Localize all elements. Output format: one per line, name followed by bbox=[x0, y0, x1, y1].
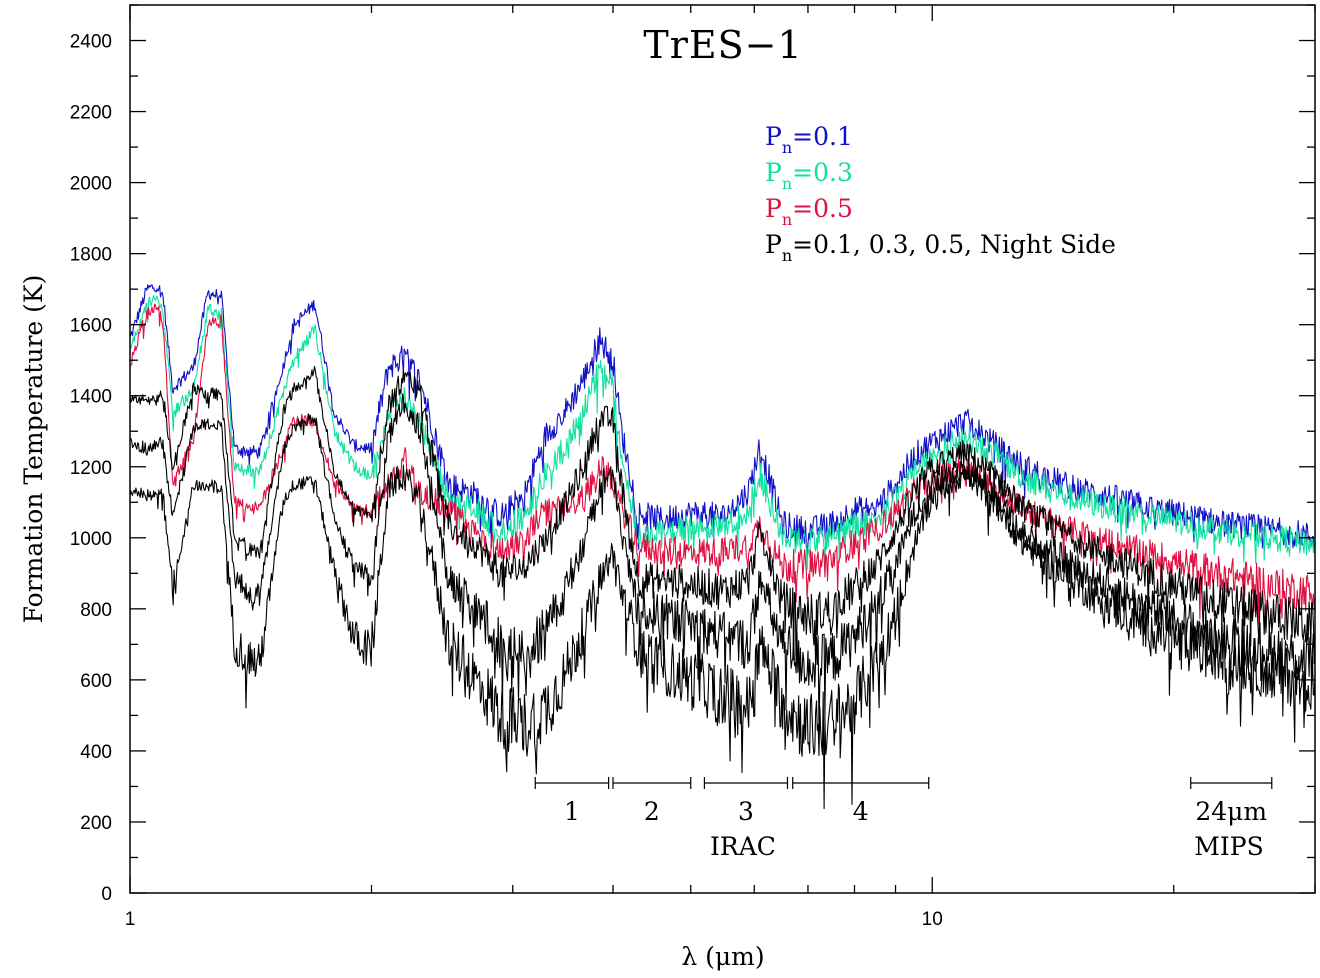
legend-entry: Pn=0.5 bbox=[765, 194, 853, 229]
legend: Pn=0.1Pn=0.3Pn=0.5Pn=0.1, 0.3, 0.5, Nigh… bbox=[765, 122, 1116, 265]
y-tick-label: 800 bbox=[80, 600, 112, 621]
y-tick-label: 200 bbox=[80, 813, 112, 834]
band-label: 4 bbox=[853, 797, 869, 826]
series-line bbox=[129, 365, 1316, 668]
y-tick-label: 2200 bbox=[70, 103, 112, 124]
series-line bbox=[129, 284, 1316, 561]
y-axis-label: Formation Temperature (K) bbox=[19, 275, 48, 624]
band-label: 2 bbox=[644, 797, 660, 826]
series-line bbox=[129, 295, 1316, 571]
legend-entry: Pn=0.1 bbox=[765, 122, 853, 157]
x-tick-label: 1 bbox=[125, 909, 136, 930]
y-tick-label: 1000 bbox=[70, 529, 112, 550]
band-label: 24μm bbox=[1195, 797, 1267, 826]
y-tick-label: 0 bbox=[101, 884, 112, 905]
y-axis: 0 200 400 600 800 1000 1200 1400 1600 1800 2000 220… bbox=[70, 4, 1315, 905]
band-label: 3 bbox=[738, 797, 754, 826]
group-label-irac: IRAC bbox=[710, 832, 776, 861]
group-label-mips: MIPS bbox=[1194, 832, 1263, 861]
y-tick-label: 2400 bbox=[70, 32, 112, 53]
series-line bbox=[129, 464, 1316, 810]
x-axis: 1 10 bbox=[125, 5, 1316, 930]
y-tick-label: 2000 bbox=[70, 174, 112, 195]
y-tick-label: 600 bbox=[80, 671, 112, 692]
series-line bbox=[129, 303, 1316, 630]
y-tick-label: 1200 bbox=[70, 458, 112, 479]
legend-entry: Pn=0.1, 0.3, 0.5, Night Side bbox=[765, 230, 1116, 265]
y-tick-label: 400 bbox=[80, 742, 112, 763]
x-tick-label: 10 bbox=[922, 909, 943, 930]
band-markers: 1 2 3 4 24μm bbox=[534, 777, 1273, 826]
plot-frame bbox=[129, 4, 1316, 894]
y-tick-label: 1600 bbox=[70, 316, 112, 337]
band-label: 1 bbox=[564, 797, 580, 826]
x-axis-label: λ (μm) bbox=[681, 942, 764, 971]
legend-entry: Pn=0.3 bbox=[765, 158, 853, 193]
y-tick-label: 1800 bbox=[70, 245, 112, 266]
y-tick-label: 1400 bbox=[70, 387, 112, 408]
chart-title: TrES−1 bbox=[643, 23, 802, 67]
series-layer bbox=[129, 284, 1316, 810]
